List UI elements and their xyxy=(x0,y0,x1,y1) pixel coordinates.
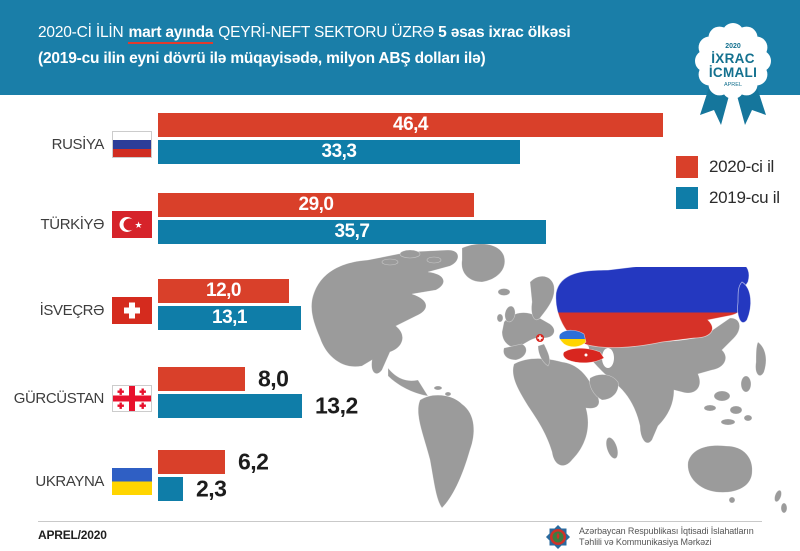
badge-month: APREL xyxy=(724,82,742,88)
bar-value-2020: 12,0 xyxy=(206,280,241,301)
bar-value-2020: 29,0 xyxy=(298,194,334,215)
bar-2019: 2,3 xyxy=(158,476,227,502)
world-map xyxy=(311,243,788,514)
org-name-line1: Azərbaycan Respublikası İqtisadi İslahat… xyxy=(579,526,754,536)
footer-divider xyxy=(38,521,762,522)
org-emblem-icon xyxy=(545,524,571,550)
bar-value-2020: 6,2 xyxy=(238,448,269,475)
country-label: UKRAYNA xyxy=(35,473,104,490)
bar-value-2019: 35,7 xyxy=(334,221,370,242)
legend-label-2020: 2020-ci il xyxy=(709,157,775,176)
bar-2019: 35,7 xyxy=(158,220,546,244)
footer-date: APREL/2020 xyxy=(38,528,107,542)
badge-year: 2020 xyxy=(725,43,741,50)
bar-value-2020: 46,4 xyxy=(393,114,428,135)
org-name: Azərbaycan Respublikası İqtisadi İslahat… xyxy=(579,526,754,548)
country-label: TÜRKİYƏ xyxy=(40,216,105,233)
badge-line2: İCMALI xyxy=(709,65,757,80)
bar-2020: 6,2 xyxy=(158,449,269,475)
bar-2020: 46,4 xyxy=(158,113,663,137)
map-switzerland xyxy=(536,334,544,342)
title-highlight: mart ayında xyxy=(128,24,213,44)
svg-text:★: ★ xyxy=(135,220,143,230)
ukraine-flag-icon xyxy=(112,468,152,495)
chart-row-turkey: TÜRKİYƏ ★ 29,0 35,7 xyxy=(0,193,800,247)
map-ukraine xyxy=(558,329,587,348)
country-label: RUSİYA xyxy=(51,136,105,153)
turkey-flag-icon: ★ xyxy=(112,211,152,238)
bar-2019: 13,1 xyxy=(158,306,301,330)
header-band: 2020-Cİ İLİN mart ayında QEYRİ-NEFT SEKTOR… xyxy=(0,0,800,95)
bar-value-2019: 33,3 xyxy=(321,141,357,162)
chart-row-georgia: GÜRCÜSTAN 8,0 13,2 xyxy=(0,366,800,421)
bar-2019: 33,3 xyxy=(158,140,520,164)
title-part3: 5 əsas ixrac ölkəsi xyxy=(438,24,571,41)
legend-swatch-2019 xyxy=(676,187,698,209)
chart-row-russia: RUSİYA 46,4 33,3 xyxy=(0,113,800,167)
legend: 2020-ci il 2019-cu il xyxy=(676,156,780,218)
country-label: İSVEÇRƏ xyxy=(39,302,105,319)
country-label: GÜRCÜSTAN xyxy=(13,390,105,407)
badge-line1: İXRAC xyxy=(711,51,755,66)
map-turkey xyxy=(562,347,605,364)
chart-row-ukraine: UKRAYNA 6,2 2,3 xyxy=(0,449,800,504)
bar-value-2019: 13,2 xyxy=(315,392,358,419)
legend-item-2020: 2020-ci il xyxy=(676,156,780,178)
bar-value-2020: 8,0 xyxy=(258,365,289,392)
subtitle: (2019-cu ilin eyni dövrü ilə müqayisədə,… xyxy=(38,50,486,67)
map-kamchatka xyxy=(737,281,752,323)
bar-2020: 12,0 xyxy=(158,279,289,303)
bar-value-2019: 13,1 xyxy=(212,307,247,328)
georgia-flag-icon xyxy=(112,385,152,412)
switzerland-flag-icon xyxy=(112,297,152,324)
rosette-icon: 2020 İXRAC İCMALI APREL xyxy=(695,23,771,125)
title-part2: QEYRİ-NEFT SEKTORU ÜZRƏ xyxy=(218,24,435,41)
title-part1: 2020-Cİ İLİN xyxy=(38,24,124,41)
chart-row-switzerland: İSVEÇRƏ 12,0 13,1 xyxy=(0,279,800,333)
ixrac-icmali-badge: 2020 İXRAC İCMALI APREL xyxy=(687,12,779,132)
legend-label-2019: 2019-cu il xyxy=(709,188,780,207)
legend-item-2019: 2019-cu il xyxy=(676,187,780,209)
map-landmasses xyxy=(311,243,788,514)
title-line-1: 2020-Cİ İLİN mart ayında QEYRİ-NEFT SEKTOR… xyxy=(38,24,571,44)
russia-flag-icon xyxy=(112,131,152,158)
bar-2020: 29,0 xyxy=(158,193,474,217)
legend-swatch-2020 xyxy=(676,156,698,178)
page-title: 2020-Cİ İLİN mart ayında QEYRİ-NEFT SEKTOR… xyxy=(38,24,571,68)
bar-value-2019: 2,3 xyxy=(196,475,227,502)
bar-2019: 13,2 xyxy=(158,393,358,419)
footer-org: Azərbaycan Respublikası İqtisadi İslahat… xyxy=(545,524,754,550)
org-name-line2: Təhlili və Kommunikasiya Mərkəzi xyxy=(579,537,712,547)
bar-2020: 8,0 xyxy=(158,366,289,392)
